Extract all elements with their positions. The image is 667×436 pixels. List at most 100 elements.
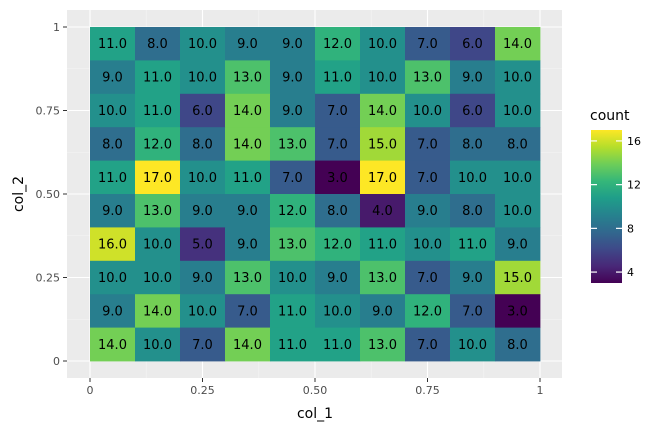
heatmap-cell <box>225 260 271 295</box>
cell-value-label: 13.0 <box>278 137 307 152</box>
y-axis-title: col_2 <box>11 176 27 212</box>
cell-value-label: 9.0 <box>237 37 258 52</box>
heatmap-cell <box>450 227 496 262</box>
heatmap-cell <box>360 227 406 262</box>
cell-value-label: 9.0 <box>192 271 213 286</box>
heatmap-cell <box>180 260 226 295</box>
cell-value-label: 10.0 <box>188 37 217 52</box>
heatmap-cell <box>405 93 451 128</box>
cell-value-label: 11.0 <box>233 171 262 186</box>
cell-value-label: 11.0 <box>323 338 352 353</box>
heatmap-cell <box>450 194 496 228</box>
heatmap-cell <box>405 327 451 362</box>
cell-value-label: 10.0 <box>368 71 397 86</box>
cell-value-label: 8.0 <box>192 137 213 152</box>
heatmap-cell <box>135 227 181 262</box>
heatmap-cell <box>315 260 361 295</box>
cell-value-label: 9.0 <box>372 304 393 319</box>
heatmap-cell <box>360 327 406 362</box>
heatmap-cells <box>90 27 541 362</box>
cell-value-label: 9.0 <box>282 104 303 119</box>
x-tick-label: 0.50 <box>303 384 328 397</box>
cell-value-label: 9.0 <box>237 204 258 219</box>
cell-value-label: 9.0 <box>327 271 348 286</box>
legend-tick-label: 8 <box>627 222 634 235</box>
heatmap-cell <box>135 27 181 61</box>
cell-value-label: 7.0 <box>417 171 438 186</box>
cell-value-label: 11.0 <box>278 338 307 353</box>
heatmap-cell <box>450 127 496 161</box>
heatmap-cell <box>90 294 136 328</box>
cell-value-label: 3.0 <box>327 171 348 186</box>
heatmap-cell <box>225 93 271 128</box>
heatmap-cell <box>90 127 136 161</box>
cell-value-label: 10.0 <box>503 71 532 86</box>
heatmap-cell <box>405 60 451 95</box>
cell-value-label: 15.0 <box>368 137 397 152</box>
heatmap-cell <box>180 327 226 362</box>
heatmap-cell <box>180 227 226 262</box>
heatmap-cell <box>90 327 136 362</box>
heatmap-cell <box>450 260 496 295</box>
heatmap-cell <box>495 227 541 262</box>
heatmap-cell <box>90 227 136 262</box>
cell-value-label: 10.0 <box>503 104 532 119</box>
cell-value-label: 13.0 <box>413 71 442 86</box>
legend-colorbar <box>591 130 622 283</box>
heatmap-cell <box>315 294 361 328</box>
heatmap-cell <box>315 327 361 362</box>
heatmap-cell <box>315 60 361 95</box>
cell-value-label: 13.0 <box>368 271 397 286</box>
heatmap-cell <box>90 93 136 128</box>
cell-labels: 11.0 8.0 10.0 9.0 9.0 12.0 10.0 7.0 6.0 14.0 9.0 11… <box>98 37 532 353</box>
cell-value-label: 9.0 <box>192 204 213 219</box>
cell-value-label: 10.0 <box>323 304 352 319</box>
heatmap-cell <box>450 27 496 61</box>
heatmap-cell <box>360 260 406 295</box>
cell-value-label: 13.0 <box>368 338 397 353</box>
cell-value-label: 13.0 <box>233 71 262 86</box>
cell-value-label: 7.0 <box>327 104 348 119</box>
cell-value-label: 16.0 <box>98 238 127 253</box>
color-legend: count 4 8 12 16 <box>590 108 641 283</box>
cell-value-label: 8.0 <box>507 137 528 152</box>
heatmap-cell <box>270 27 316 61</box>
cell-value-label: 10.0 <box>143 271 172 286</box>
cell-value-label: 8.0 <box>462 204 483 219</box>
cell-value-label: 10.0 <box>143 338 172 353</box>
heatmap-cell <box>270 227 316 262</box>
cell-value-label: 9.0 <box>417 204 438 219</box>
heatmap-cell <box>360 93 406 128</box>
y-tick-label: 0 <box>53 355 60 368</box>
cell-value-label: 10.0 <box>143 238 172 253</box>
cell-value-label: 7.0 <box>327 137 348 152</box>
heatmap-cell <box>495 27 541 61</box>
x-axis-title: col_1 <box>297 406 333 422</box>
cell-value-label: 10.0 <box>413 238 442 253</box>
heatmap-cell <box>270 160 316 195</box>
heatmap-cell <box>90 160 136 195</box>
heatmap-cell <box>450 93 496 128</box>
cell-value-label: 11.0 <box>98 37 127 52</box>
cell-value-label: 9.0 <box>102 204 123 219</box>
heatmap-cell <box>270 93 316 128</box>
legend-title: count <box>590 108 630 124</box>
heatmap-cell <box>405 160 451 195</box>
cell-value-label: 17.0 <box>143 171 172 186</box>
heatmap-cell <box>405 294 451 328</box>
cell-value-label: 13.0 <box>143 204 172 219</box>
cell-value-label: 12.0 <box>323 37 352 52</box>
cell-value-label: 9.0 <box>102 304 123 319</box>
cell-value-label: 7.0 <box>237 304 258 319</box>
cell-value-label: 13.0 <box>278 238 307 253</box>
cell-value-label: 4.0 <box>372 204 393 219</box>
heatmap-cell <box>225 227 271 262</box>
cell-value-label: 7.0 <box>282 171 303 186</box>
heatmap-cell <box>360 127 406 161</box>
heatmap-cell <box>360 294 406 328</box>
heatmap-cell <box>135 327 181 362</box>
heatmap-cell <box>315 160 361 195</box>
cell-value-label: 9.0 <box>282 37 303 52</box>
cell-value-label: 8.0 <box>507 338 528 353</box>
cell-value-label: 7.0 <box>192 338 213 353</box>
